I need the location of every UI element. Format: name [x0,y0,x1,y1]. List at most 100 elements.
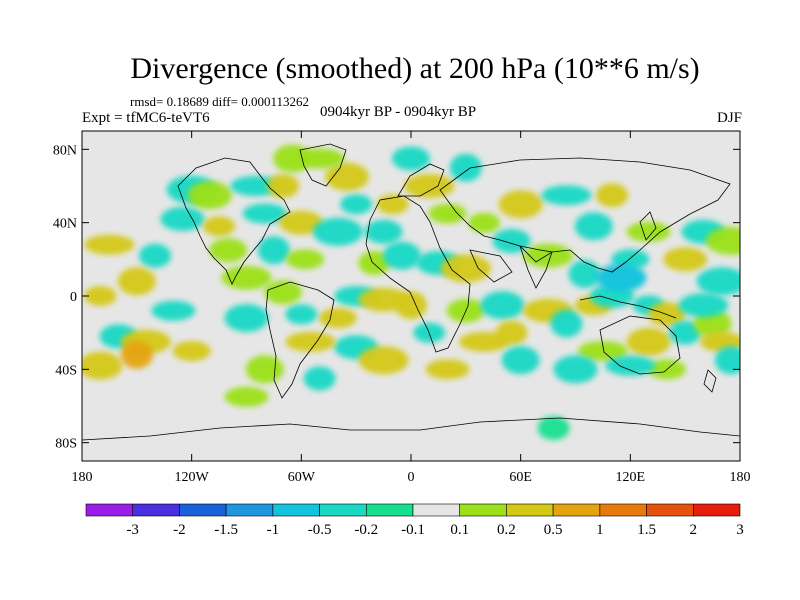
coast-europe-africa [365,195,471,353]
colorbar-label: -1 [267,522,280,538]
divergence-cell [117,267,156,296]
divergence-cell [325,162,369,191]
colorbar-label: -2 [173,522,186,538]
divergence-cell [440,254,491,283]
colorbar-swatch [506,503,554,517]
divergence-cell [245,355,284,384]
y-tick-label: 40S [55,363,77,378]
colorbar-swatch [319,503,367,517]
colorbar-label: -0.1 [401,522,425,538]
divergence-cell [312,217,363,246]
colorbar-swatch [225,503,274,517]
divergence-cell [678,293,729,318]
colorbar-label: 1.5 [637,522,656,538]
divergence-cell [84,234,135,255]
colorbar-label: 0.5 [544,522,563,538]
divergence-cell [626,327,671,356]
divergence-field [82,144,740,440]
stats-text: rmsd= 0.18689 diff= 0.000113262 [130,94,309,109]
divergence-cell [187,181,232,210]
divergence-cell [242,203,287,224]
divergence-cell [294,148,345,169]
x-tick-label: 0 [408,470,415,485]
divergence-cell [358,251,391,275]
colorbar-label: 3 [736,522,744,538]
divergence-cell [318,308,357,328]
divergence-cell [553,355,598,384]
divergence-cell [498,190,543,219]
page-title: Divergence (smoothed) at 200 hPa (10**6 … [130,52,700,85]
colorbar-label: 0.2 [497,522,516,538]
divergence-cell [172,341,211,361]
colorbar: -3 -2 -1.5 -1 -0.5 -0.2 -0.1 0.1 0.2 0.5 1 1.5 2 3 [85,503,744,538]
coast-india [519,245,553,289]
coast-asia [439,157,731,273]
divergence-cell [501,346,540,375]
divergence-cell [425,359,470,380]
y-tick-label: 40N [53,217,77,232]
y-tick-label: 80N [53,143,77,158]
divergence-cell [705,227,740,255]
divergence-cell [550,309,583,338]
coast-south-america [265,281,335,399]
divergence-cell [84,286,117,306]
divergence-cell [286,249,324,270]
divergence-cell [303,366,336,391]
divergence-cell [574,212,613,241]
colorbar-swatch [412,503,461,517]
season-label: DJF [716,110,742,126]
coast-arabia [469,249,513,283]
divergence-cell [596,183,629,208]
colorbar-swatch [179,503,227,517]
map-axes: 180 120W 60W 0 60E 120E 180 80N 40N 0 40S 80S [53,131,751,485]
divergence-cell [428,203,467,224]
divergence-cell [577,341,628,361]
divergence-cell [605,355,656,376]
divergence-cell [669,320,702,345]
coast-japan [639,211,657,241]
colorbar-label: 0.1 [450,522,469,538]
coast-australia [599,315,681,375]
divergence-cell [267,174,300,198]
colorbar-swatch [599,503,647,517]
colorbar-swatch [459,503,507,517]
divergence-cell [203,216,236,237]
divergence-cell [285,304,318,325]
colorbar-label: 2 [690,522,698,538]
divergence-cell [626,221,671,242]
colorbar-swatch [552,503,601,517]
divergence-cell [120,340,153,369]
divergence-cell [480,291,525,320]
divergence-cell [221,265,272,290]
coast-north-america [177,157,291,285]
y-tick-label: 0 [70,290,77,305]
divergence-cell [224,386,269,407]
divergence-cell [358,346,409,375]
divergence-cell [230,176,281,196]
divergence-cell [495,320,528,345]
colorbar-swatch [646,503,694,517]
colorbar-swatch [365,503,414,517]
colorbar-label: -0.5 [308,522,332,538]
divergence-cell [340,194,373,215]
x-tick-label: 180 [72,470,93,485]
coast-antarctica [82,417,740,441]
y-tick-label: 80S [55,437,77,452]
experiment-label: Expt = tfMC6-teVT6 [82,110,210,126]
divergence-cell [468,212,501,233]
divergence-cell [395,291,427,320]
divergence-cell [537,416,570,440]
x-tick-label: 180 [730,470,751,485]
divergence-cell [541,185,592,206]
divergence-cell [492,229,531,253]
divergence-cell [139,243,172,268]
divergence-cell [257,236,290,265]
colorbar-label: 1 [596,522,604,538]
colorbar-swatch [692,503,741,517]
colorbar-label: -1.5 [214,522,238,538]
coast-new-zealand [703,369,717,393]
x-tick-label: 120W [175,470,210,485]
coast-scandinavia [397,163,445,197]
colorbar-label: -0.2 [354,522,378,538]
divergence-cell [568,260,601,288]
